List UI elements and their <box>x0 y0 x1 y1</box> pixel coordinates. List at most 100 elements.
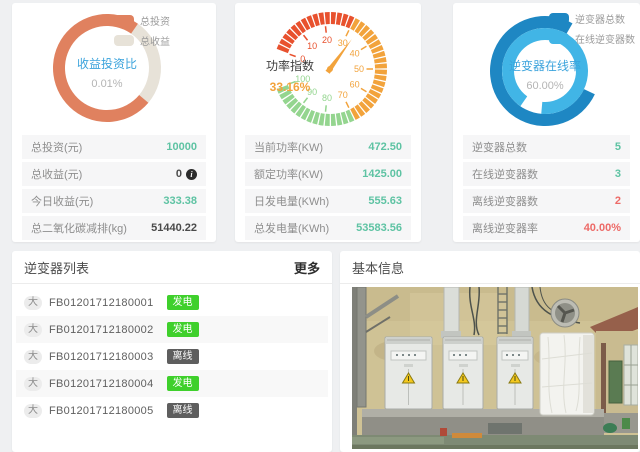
legend-item[interactable]: 在线逆变器数 <box>549 31 635 46</box>
info-icon[interactable]: i <box>186 168 197 180</box>
stat-label: 日发电量(KWh) <box>254 196 330 208</box>
inverter-id: FB01201712180003 <box>49 350 154 363</box>
stat-label: 额定功率(KW) <box>254 169 324 181</box>
power-stat-table: 当前功率(KW) 472.50 额定功率(KW) 1425.00 日发电量(KWh) 55… <box>245 135 411 243</box>
status-badge: 发电 <box>166 322 199 337</box>
stat-value: 51440.22 <box>151 222 197 234</box>
inverter-list: 大 FB01201712180001 发电大 FB01201712180002 发电大 F… <box>12 284 332 424</box>
status-badge: 离线 <box>166 403 199 418</box>
legend-item[interactable]: 总收益 <box>114 33 170 48</box>
inverter-id: FB01201712180001 <box>49 296 154 309</box>
stat-value: 472.50 <box>368 141 402 153</box>
gauge-tick-label: 90 <box>307 87 317 97</box>
stat-label: 逆变器总数 <box>472 142 527 154</box>
stat-value: 555.63 <box>368 195 402 207</box>
legend-chip-icon <box>549 13 569 24</box>
power-card: 0 10 20 30 40 50 60 70 80 90 100 功率指数 33.16% 当前功率(… <box>235 3 421 242</box>
site-photo <box>352 287 638 449</box>
gauge-tick-label: 40 <box>350 49 360 59</box>
inverter-list-title: 逆变器列表 <box>24 260 90 276</box>
inverter-id: FB01201712180005 <box>49 404 154 417</box>
legend-item[interactable]: 总投资 <box>114 13 170 28</box>
stat-row: 当前功率(KW) 472.50 <box>245 135 411 159</box>
inverter-type-tag: 大 <box>24 322 42 337</box>
inverter-list-item[interactable]: 大 FB01201712180001 发电 <box>16 289 328 316</box>
stat-row: 总二氧化碳减排(kg) 51440.22 <box>22 216 206 240</box>
stat-value: 3 <box>614 168 621 180</box>
legend-item[interactable]: 逆变器总数 <box>549 11 635 26</box>
stat-label: 当前功率(KW) <box>254 142 324 154</box>
gauge-tick-label: 80 <box>322 93 332 103</box>
status-badge: 发电 <box>166 376 199 391</box>
gauge-tick-label: 100 <box>295 74 310 84</box>
inverter-list-header: 逆变器列表 更多 <box>12 251 332 284</box>
stat-row: 总收益(元) 0 i <box>22 162 206 186</box>
power-chart-area: 0 10 20 30 40 50 60 70 80 90 100 功率指数 33.16% <box>235 3 421 132</box>
basic-info-card: 基本信息 <box>340 251 640 452</box>
stat-row: 在线逆变器数 3 <box>463 162 630 186</box>
stat-value: 40.00% <box>583 222 621 234</box>
gauge-tick-label: 20 <box>322 35 332 45</box>
inverter-type-tag: 大 <box>24 403 42 418</box>
stat-label: 今日收益(元) <box>31 196 94 208</box>
gauge-tick-label: 50 <box>354 64 364 74</box>
stat-row: 离线逆变器率 40.00% <box>463 216 630 240</box>
stat-row: 总投资(元) 10000 <box>22 135 206 159</box>
gauge-tick-label: 10 <box>307 41 317 51</box>
roi-stat-table: 总投资(元) 10000 总收益(元) 0 i 今日收益(元) 333.38 总二氧化碳减排(… <box>22 135 206 243</box>
legend-chip-icon <box>114 35 134 46</box>
status-badge: 离线 <box>166 349 199 364</box>
inverter-list-item[interactable]: 大 FB01201712180002 发电 <box>16 316 328 343</box>
inverter-list-card: 逆变器列表 更多 大 FB01201712180001 发电大 FB012017121… <box>12 251 332 452</box>
gauge-tick-label: 60 <box>350 79 360 89</box>
inverter-type-tag: 大 <box>24 349 42 364</box>
stat-row: 总发电量(KWh) 53583.56 <box>245 216 411 240</box>
stat-value: 10000 <box>166 141 197 153</box>
stat-label: 离线逆变器率 <box>472 223 538 235</box>
inverter-type-tag: 大 <box>24 295 42 310</box>
inverter-type-tag: 大 <box>24 376 42 391</box>
gauge-needle <box>325 39 352 74</box>
inverter-list-item[interactable]: 大 FB01201712180003 离线 <box>16 343 328 370</box>
stat-value: 53583.56 <box>356 222 402 234</box>
legend-chip-icon <box>114 15 134 26</box>
roi-chart-area: 总投资 总收益 收益投资比 0.01% <box>12 3 216 132</box>
inverter-list-item[interactable]: 大 FB01201712180005 离线 <box>16 397 328 424</box>
basic-info-header: 基本信息 <box>340 251 640 284</box>
stat-label: 总发电量(KWh) <box>254 223 330 235</box>
inverter-id: FB01201712180002 <box>49 323 154 336</box>
roi-donut-chart <box>52 14 161 123</box>
more-link[interactable]: 更多 <box>293 260 320 276</box>
gauge-tick-label: 70 <box>338 90 348 100</box>
inverter-chart-area: 逆变器总数 在线逆变器数 逆变器在线率 60.00% <box>453 3 640 132</box>
status-badge: 发电 <box>166 295 199 310</box>
stat-label: 在线逆变器数 <box>472 169 538 181</box>
roi-legend: 总投资 总收益 <box>114 13 170 53</box>
stat-label: 总收益(元) <box>31 169 83 181</box>
basic-info-title: 基本信息 <box>352 260 405 276</box>
stat-row: 逆变器总数 5 <box>463 135 630 159</box>
gauge-tick-label: 30 <box>338 38 348 48</box>
legend-chip-icon <box>549 33 569 44</box>
stat-value: 2 <box>614 195 621 207</box>
inverter-legend: 逆变器总数在线逆变器数 <box>549 11 635 51</box>
stat-value: 5 <box>614 141 621 153</box>
gauge-tick-label: 0 <box>300 54 305 64</box>
stat-row: 日发电量(KWh) 555.63 <box>245 189 411 213</box>
stat-row: 今日收益(元) 333.38 <box>22 189 206 213</box>
site-photo-illustration <box>352 287 638 449</box>
roi-card: 总投资 总收益 收益投资比 0.01% 总投资(元) 10000 总收益(元) 0 i 今日… <box>12 3 216 242</box>
legend-label: 总投资 <box>140 17 170 28</box>
stat-value: 333.38 <box>163 195 197 207</box>
stat-label: 总投资(元) <box>31 142 83 154</box>
stat-value: 1425.00 <box>362 168 402 180</box>
legend-label: 在线逆变器数 <box>575 35 635 46</box>
inverter-list-item[interactable]: 大 FB01201712180004 发电 <box>16 370 328 397</box>
inverter-stat-table: 逆变器总数 5 在线逆变器数 3 离线逆变器数 2 离线逆变器率 40.00% <box>463 135 630 243</box>
stat-row: 额定功率(KW) 1425.00 <box>245 162 411 186</box>
stat-row: 离线逆变器数 2 <box>463 189 630 213</box>
stat-label: 总二氧化碳减排(kg) <box>31 223 127 235</box>
legend-label: 总收益 <box>140 37 170 48</box>
